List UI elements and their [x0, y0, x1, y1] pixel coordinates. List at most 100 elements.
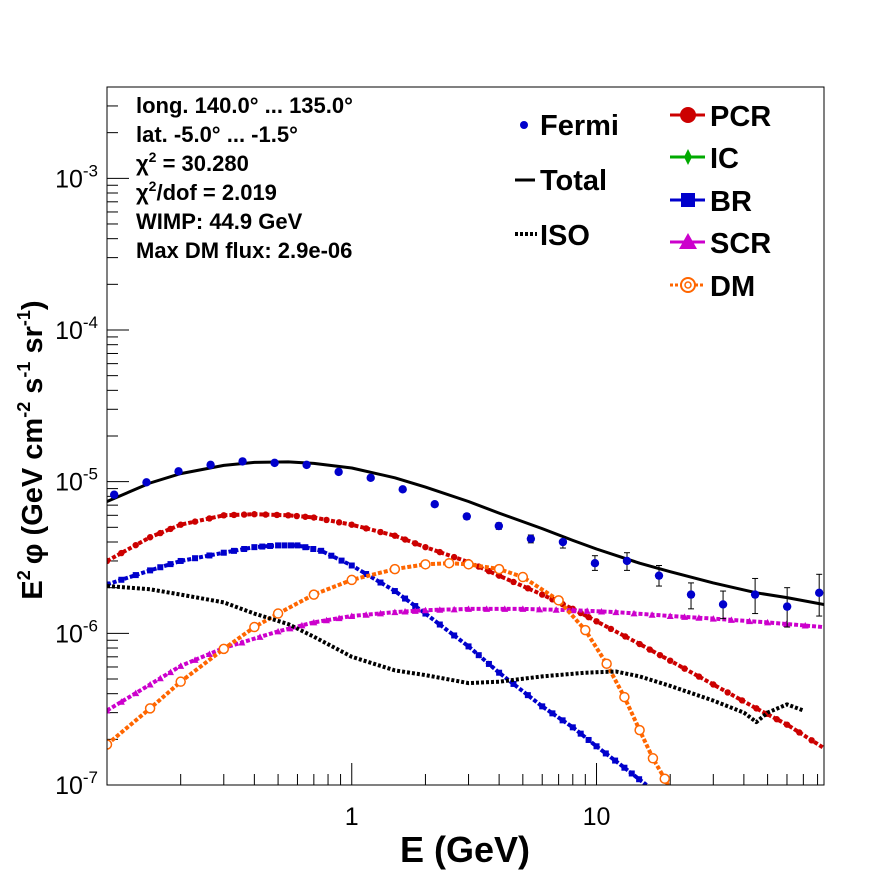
br-marker [281, 542, 288, 549]
dm-marker [272, 608, 284, 619]
scr-marker [552, 606, 560, 613]
scr-marker [348, 612, 356, 620]
br-marker [267, 542, 274, 549]
pcr-marker [273, 511, 281, 519]
y-tick-label: 10-6 [55, 616, 98, 648]
scr-marker [376, 609, 384, 617]
pcr-marker [710, 681, 717, 688]
pcr-marker [323, 516, 330, 524]
br-marker [422, 610, 429, 617]
fermi-point [622, 556, 632, 566]
dm-marker [553, 595, 564, 606]
br-marker [294, 542, 301, 549]
br-marker [602, 750, 609, 757]
dm-marker [517, 571, 529, 583]
fermi-point [302, 460, 311, 470]
br-marker [132, 572, 139, 579]
dm-marker [308, 589, 320, 600]
scr-marker [801, 622, 809, 629]
pcr-marker [524, 585, 532, 592]
info-chi2: χ2 = 30.280 [136, 149, 249, 176]
legend-ic-marker [684, 149, 692, 165]
br-marker [436, 621, 443, 628]
scr-marker [745, 617, 753, 625]
br-marker [310, 546, 317, 553]
pcr-marker [230, 511, 238, 519]
scr-marker [362, 611, 370, 618]
pcr-marker [157, 529, 164, 537]
legend-ic-label: IC [710, 143, 739, 175]
br-marker [402, 595, 409, 602]
br-marker [585, 736, 592, 743]
br-marker [241, 546, 248, 553]
dm-marker [659, 773, 670, 784]
scr-marker [177, 662, 185, 669]
pcr-marker [622, 633, 629, 640]
info-latitude: lat. -5.0° ... -1.5° [136, 122, 298, 147]
pcr-marker [107, 557, 111, 565]
legend-total-label: Total [540, 165, 607, 197]
fermi-points [109, 457, 824, 628]
br-marker [391, 588, 398, 595]
fermi-point [238, 457, 247, 466]
dm-marker [634, 724, 645, 736]
br-marker [206, 552, 213, 559]
fermi-point [718, 600, 728, 609]
scr-marker [310, 618, 318, 626]
dm-marker [619, 691, 630, 703]
br-marker [251, 544, 258, 551]
fermi-point [398, 485, 407, 494]
br-marker [259, 543, 266, 550]
pcr-marker [738, 697, 746, 704]
scr-marker [483, 605, 491, 612]
y-tick-label: 10-3 [55, 161, 98, 193]
fermi-point [526, 534, 536, 543]
br-marker [496, 669, 503, 676]
pcr-marker [607, 625, 615, 633]
legend-pcr-label: PCR [710, 101, 771, 133]
pcr-marker [783, 721, 791, 728]
scr-marker [709, 615, 717, 622]
scr-marker [205, 650, 213, 657]
pcr-marker [191, 518, 199, 525]
scr-marker [322, 616, 330, 624]
legend-iso-label: ISO [540, 220, 590, 252]
dm-marker [107, 739, 113, 750]
pcr-marker [646, 646, 654, 653]
pcr-marker [118, 549, 125, 557]
scr-marker [727, 616, 735, 623]
scr-marker [764, 618, 772, 626]
scr-marker [695, 614, 703, 621]
pcr-marker [335, 519, 343, 526]
dm-marker [647, 753, 659, 764]
pcr-marker [132, 541, 139, 549]
pcr-marker [377, 528, 384, 536]
br-marker [157, 564, 164, 571]
scr-marker [436, 606, 444, 613]
pcr-marker [753, 705, 760, 712]
scr-marker [156, 674, 164, 682]
legend-br-label: BR [710, 186, 752, 218]
pcr-marker [796, 729, 803, 736]
br-marker [412, 603, 419, 610]
scr-marker [535, 605, 543, 613]
br-marker [167, 561, 174, 568]
pcr-marker [285, 512, 292, 519]
legend-br-marker [681, 193, 695, 207]
br-marker [636, 776, 643, 783]
fermi-point [366, 473, 375, 483]
br-marker [577, 730, 584, 737]
fermi-point [686, 590, 696, 599]
fermi-point [430, 500, 439, 509]
br-marker [363, 571, 370, 578]
pcr-marker [220, 512, 227, 519]
pcr-marker [666, 657, 674, 664]
br-marker [628, 770, 635, 777]
pcr-marker [695, 673, 703, 680]
dm-marker [175, 676, 186, 687]
fermi-point [654, 571, 664, 580]
scr-marker [298, 621, 306, 629]
scr-marker [256, 633, 264, 640]
br-marker [524, 692, 531, 699]
